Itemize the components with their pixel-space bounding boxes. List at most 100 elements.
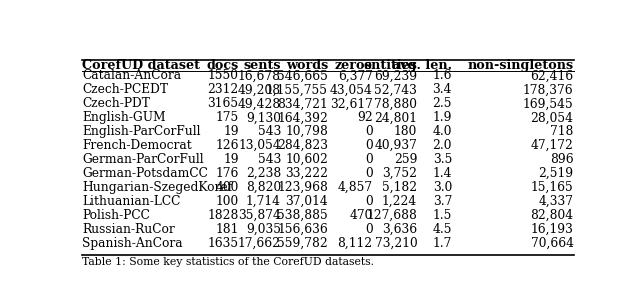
Text: Hungarian-SzegedKoref: Hungarian-SzegedKoref: [83, 181, 232, 194]
Text: 8,820: 8,820: [246, 181, 281, 194]
Text: 169,545: 169,545: [523, 97, 573, 110]
Text: 78,880: 78,880: [374, 97, 417, 110]
Text: 834,721: 834,721: [277, 97, 328, 110]
Text: 2.0: 2.0: [433, 139, 452, 152]
Text: Lithuanian-LCC: Lithuanian-LCC: [83, 195, 181, 208]
Text: 896: 896: [550, 153, 573, 166]
Text: 3.4: 3.4: [433, 83, 452, 96]
Text: 4,857: 4,857: [337, 181, 372, 194]
Text: 0: 0: [365, 125, 372, 138]
Text: 559,782: 559,782: [277, 237, 328, 250]
Text: 0: 0: [365, 153, 372, 166]
Text: docs: docs: [207, 59, 239, 72]
Text: 49,208: 49,208: [237, 83, 281, 96]
Text: 1550: 1550: [208, 69, 239, 82]
Text: entities: entities: [364, 59, 417, 72]
Text: 62,416: 62,416: [531, 69, 573, 82]
Text: 1,714: 1,714: [246, 195, 281, 208]
Text: 9,130: 9,130: [246, 111, 281, 124]
Text: 3,636: 3,636: [382, 223, 417, 236]
Text: Table 1: Some key statistics of the CorefUD datasets.: Table 1: Some key statistics of the Core…: [83, 257, 374, 267]
Text: 1635: 1635: [207, 237, 239, 250]
Text: 15,165: 15,165: [531, 181, 573, 194]
Text: 1.4: 1.4: [433, 167, 452, 180]
Text: Catalan-AnCora: Catalan-AnCora: [83, 69, 182, 82]
Text: 538,885: 538,885: [277, 209, 328, 222]
Text: 470: 470: [349, 209, 372, 222]
Text: 1.5: 1.5: [433, 209, 452, 222]
Text: 40,937: 40,937: [374, 139, 417, 152]
Text: 0: 0: [365, 223, 372, 236]
Text: 32,617: 32,617: [330, 97, 372, 110]
Text: 16,193: 16,193: [531, 223, 573, 236]
Text: 70,664: 70,664: [531, 237, 573, 250]
Text: 123,968: 123,968: [277, 181, 328, 194]
Text: 2.5: 2.5: [433, 97, 452, 110]
Text: German-ParCorFull: German-ParCorFull: [83, 153, 204, 166]
Text: Polish-PCC: Polish-PCC: [83, 209, 150, 222]
Text: 4.0: 4.0: [433, 125, 452, 138]
Text: 3.0: 3.0: [433, 181, 452, 194]
Text: 3165: 3165: [207, 97, 239, 110]
Text: 1,224: 1,224: [382, 195, 417, 208]
Text: 180: 180: [394, 125, 417, 138]
Text: 82,804: 82,804: [531, 209, 573, 222]
Text: 24,801: 24,801: [374, 111, 417, 124]
Text: 3.7: 3.7: [433, 195, 452, 208]
Text: 73,210: 73,210: [374, 237, 417, 250]
Text: 543: 543: [257, 125, 281, 138]
Text: 10,798: 10,798: [285, 125, 328, 138]
Text: Czech-PCEDT: Czech-PCEDT: [83, 83, 168, 96]
Text: 1828: 1828: [207, 209, 239, 222]
Text: 126: 126: [215, 139, 239, 152]
Text: 8,112: 8,112: [337, 237, 372, 250]
Text: 164,392: 164,392: [277, 111, 328, 124]
Text: 49,428: 49,428: [237, 97, 281, 110]
Text: avg. len.: avg. len.: [392, 59, 452, 72]
Text: 400: 400: [215, 181, 239, 194]
Text: German-PotsdamCC: German-PotsdamCC: [83, 167, 209, 180]
Text: Czech-PDT: Czech-PDT: [83, 97, 150, 110]
Text: 10,602: 10,602: [285, 153, 328, 166]
Text: sents: sents: [243, 59, 281, 72]
Text: 19: 19: [223, 153, 239, 166]
Text: 9,035: 9,035: [246, 223, 281, 236]
Text: 5,182: 5,182: [382, 181, 417, 194]
Text: 175: 175: [216, 111, 239, 124]
Text: 1.9: 1.9: [433, 111, 452, 124]
Text: 35,874: 35,874: [238, 209, 281, 222]
Text: 0: 0: [365, 195, 372, 208]
Text: CorefUD dataset: CorefUD dataset: [83, 59, 200, 72]
Text: 52,743: 52,743: [374, 83, 417, 96]
Text: words: words: [285, 59, 328, 72]
Text: 28,054: 28,054: [531, 111, 573, 124]
Text: 33,222: 33,222: [285, 167, 328, 180]
Text: 3,752: 3,752: [382, 167, 417, 180]
Text: 1.7: 1.7: [433, 237, 452, 250]
Text: 4.5: 4.5: [433, 223, 452, 236]
Text: English-GUM: English-GUM: [83, 111, 166, 124]
Text: 17,662: 17,662: [238, 237, 281, 250]
Text: 546,665: 546,665: [277, 69, 328, 82]
Text: 1,155,755: 1,155,755: [266, 83, 328, 96]
Text: 43,054: 43,054: [330, 83, 372, 96]
Text: 2,519: 2,519: [538, 167, 573, 180]
Text: 47,172: 47,172: [531, 139, 573, 152]
Text: 127,688: 127,688: [367, 209, 417, 222]
Text: French-Democrat: French-Democrat: [83, 139, 192, 152]
Text: 2312: 2312: [207, 83, 239, 96]
Text: English-ParCorFull: English-ParCorFull: [83, 125, 201, 138]
Text: 543: 543: [257, 153, 281, 166]
Text: 100: 100: [216, 195, 239, 208]
Text: 0: 0: [365, 139, 372, 152]
Text: Russian-RuCor: Russian-RuCor: [83, 223, 175, 236]
Text: 92: 92: [357, 111, 372, 124]
Text: 1.6: 1.6: [433, 69, 452, 82]
Text: 181: 181: [215, 223, 239, 236]
Text: 16,678: 16,678: [238, 69, 281, 82]
Text: Spanish-AnCora: Spanish-AnCora: [83, 237, 183, 250]
Text: 6,377: 6,377: [338, 69, 372, 82]
Text: 0: 0: [365, 167, 372, 180]
Text: 718: 718: [550, 125, 573, 138]
Text: non-singletons: non-singletons: [467, 59, 573, 72]
